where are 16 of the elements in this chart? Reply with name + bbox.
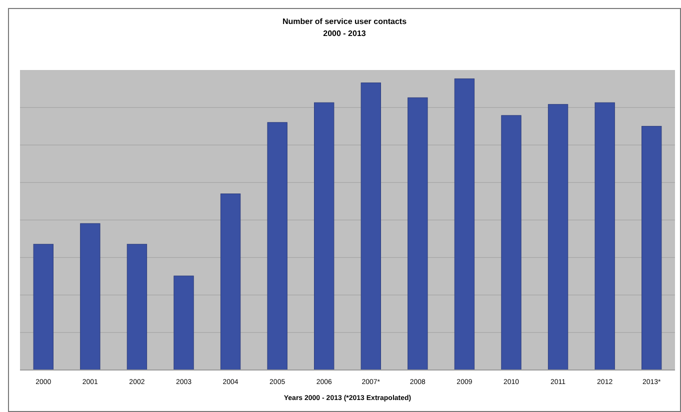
bar <box>267 122 288 370</box>
chart-title: Number of service user contacts <box>282 17 408 26</box>
chart-subtitle: 2000 - 2013 <box>323 29 366 38</box>
bar <box>126 244 148 370</box>
bar <box>548 104 568 370</box>
bar <box>454 78 475 370</box>
bar <box>594 102 615 370</box>
bar <box>220 194 241 370</box>
bar <box>314 102 334 370</box>
bar <box>501 115 522 370</box>
bar <box>408 97 428 370</box>
bar <box>174 276 194 370</box>
bar <box>33 244 54 370</box>
bar <box>80 223 100 370</box>
bar <box>360 82 381 370</box>
bar <box>642 126 662 370</box>
